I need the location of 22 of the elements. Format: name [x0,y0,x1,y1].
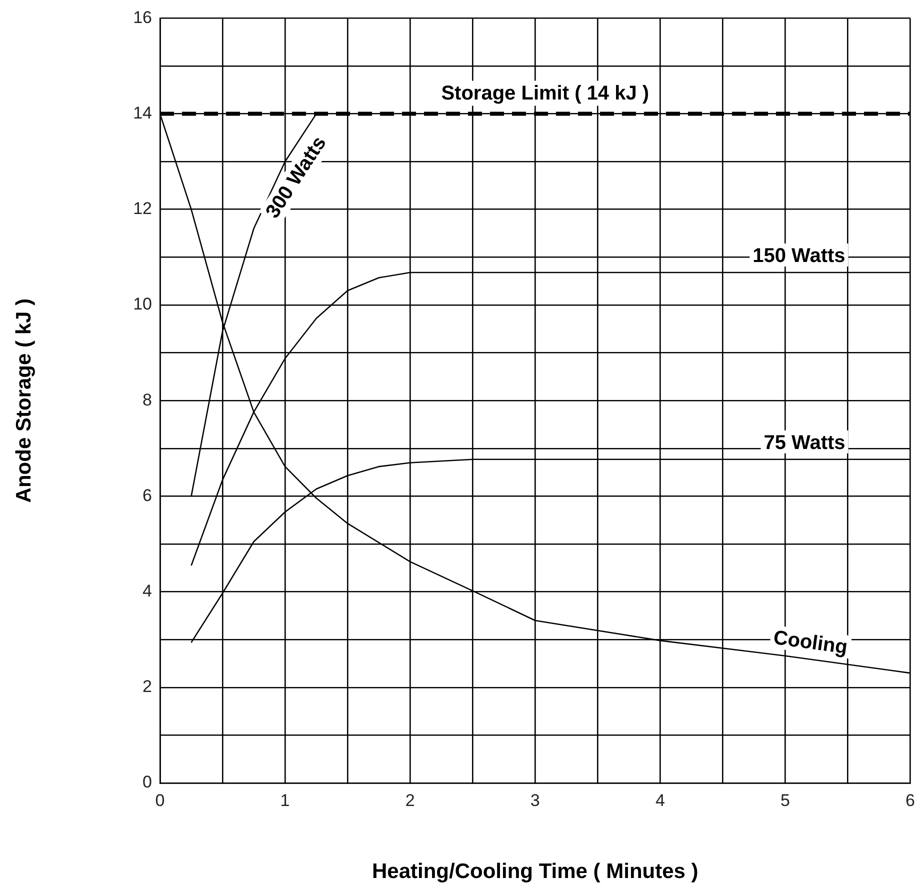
y-tick-label: 6 [142,486,152,505]
y-tick-label: 4 [142,581,152,600]
y-tick-label: 14 [133,103,152,122]
y-tick-label: 2 [142,677,152,696]
series-label: 150 Watts [752,245,846,268]
series-label: 75 Watts [764,432,846,454]
x-tick-label: 5 [780,790,790,810]
x-tick-label: 0 [155,790,165,810]
x-tick-label: 6 [906,790,916,810]
y-tick-label: 12 [133,199,152,218]
x-tick-label: 3 [530,790,540,810]
y-tick-label: 16 [133,8,152,27]
x-tick-label: 2 [405,790,415,810]
x-tick-label: 1 [280,790,290,810]
y-tick-label: 10 [133,294,152,314]
ref-line-label: Storage Limit ( 14 kJ ) [441,82,650,104]
y-axis-title: Anode Storage ( kJ ) [12,298,36,503]
text: Cooling [772,626,849,659]
x-tick-label: 4 [655,790,665,810]
y-tick-label: 8 [142,390,152,410]
y-tick-label: 0 [142,772,152,792]
x-axis-title: Heating/Cooling Time ( Minutes ) [372,860,698,884]
